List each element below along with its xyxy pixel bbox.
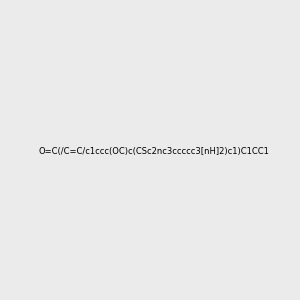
Text: O=C(/C=C/c1ccc(OC)c(CSc2nc3ccccc3[nH]2)c1)C1CC1: O=C(/C=C/c1ccc(OC)c(CSc2nc3ccccc3[nH]2)c… <box>38 147 269 156</box>
